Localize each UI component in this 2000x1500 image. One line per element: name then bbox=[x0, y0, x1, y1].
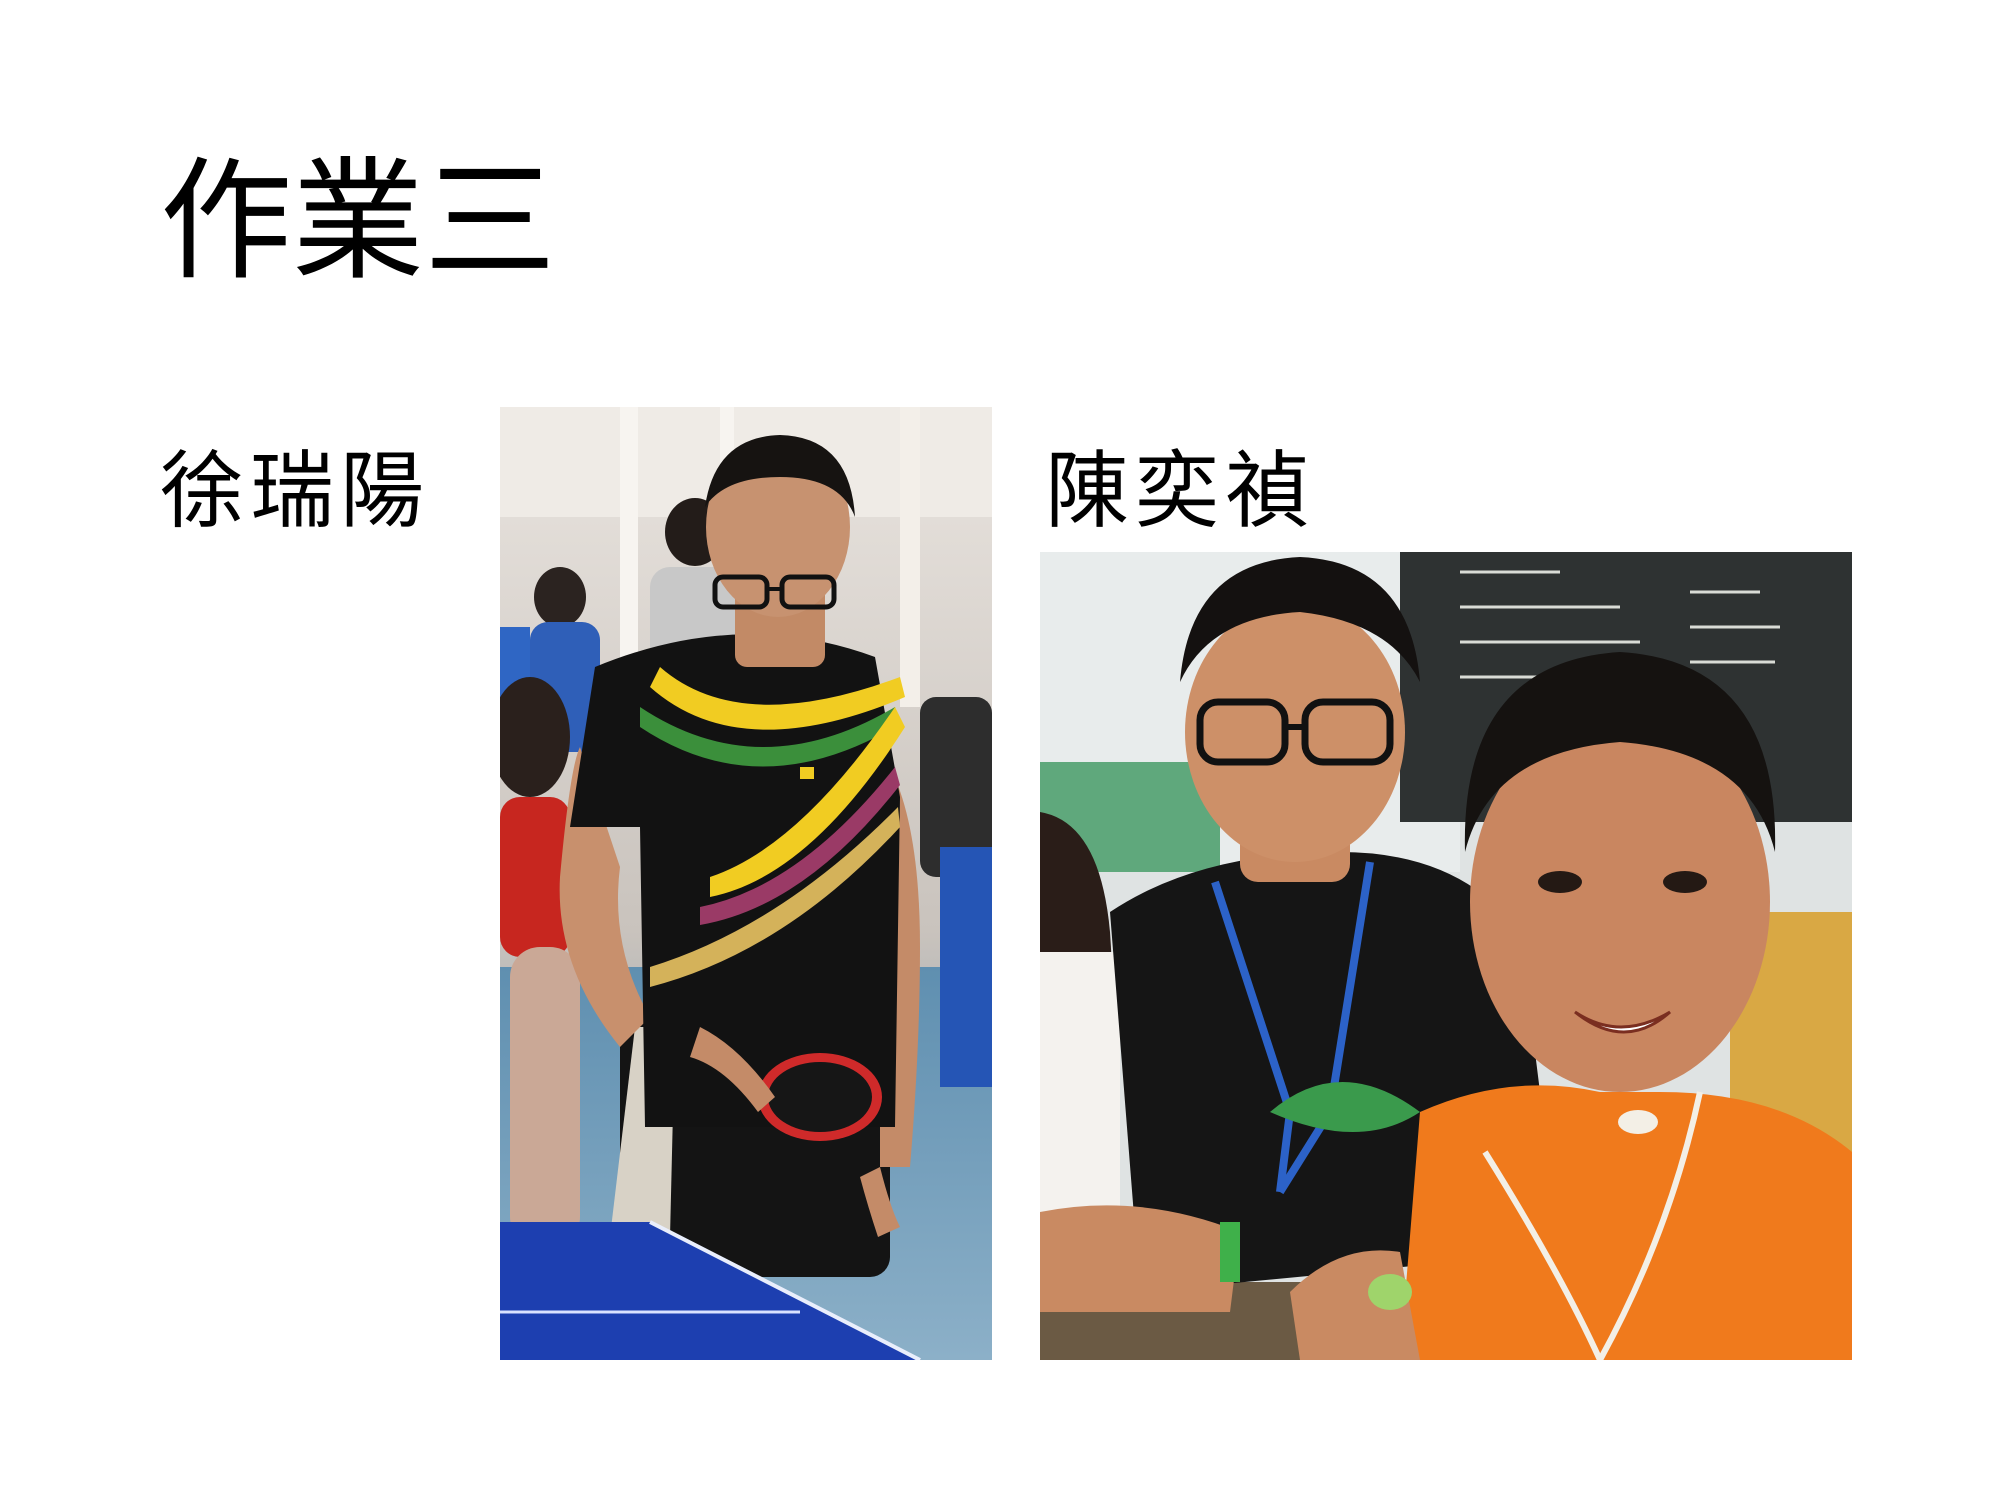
photo-illustration-right bbox=[1040, 552, 1852, 1360]
table-tennis-player-photo bbox=[500, 407, 992, 1360]
person-name-right: 陳奕禎 bbox=[1045, 442, 1316, 540]
person-name-left: 徐瑞陽 bbox=[160, 442, 431, 540]
slide-title: 作業三 bbox=[160, 145, 556, 299]
photo-illustration-left bbox=[500, 407, 992, 1360]
two-boys-classroom-photo bbox=[1040, 552, 1852, 1360]
